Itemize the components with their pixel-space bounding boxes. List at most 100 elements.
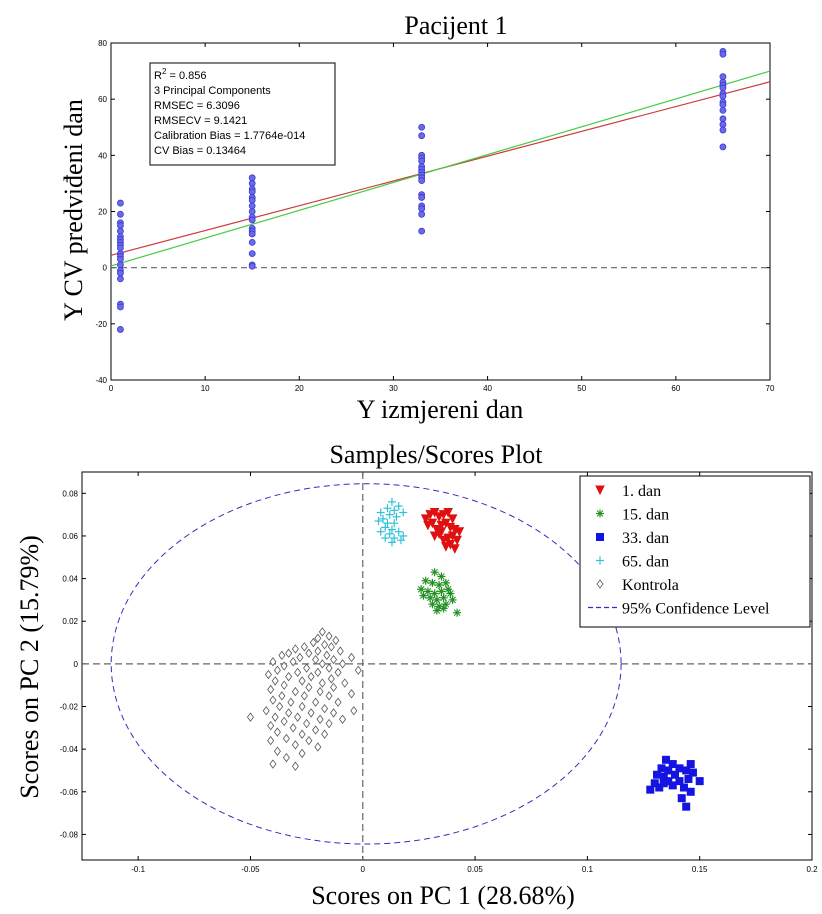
chart2-point-star [439,604,448,613]
chart2-point-diamond [305,682,313,692]
legend-label: Kontrola [622,577,679,594]
star-stroke [433,607,441,614]
chart2-point-triangle-down [427,518,438,529]
chart2-point-plus [374,517,383,526]
chart1-stats-box: R2 = 0.856 3 Principal Components RMSEC = … [149,62,336,166]
chart2-point-diamond [314,646,322,656]
scores-chart: Samples/Scores Plot -0.1 -0.05 0 0.05 0.1 0.1… [15,440,818,910]
chart2-point-square [659,779,668,788]
chart2-point-square [684,774,693,783]
chart1-data-point [719,50,727,58]
chart1-data-point [117,210,124,218]
chart2-point-diamond [264,669,272,680]
chart2-point-plus [385,510,394,519]
chart2-point-star [426,593,435,602]
chart2-point-diamond [318,659,326,669]
chart2-point-diamond [334,697,342,707]
chart2-point-diamond [271,712,279,722]
chart2-point-square [686,760,695,769]
chart1-data-point [117,199,124,207]
chart1-data-point [719,101,727,109]
chart2-point-triangle-down [452,535,462,546]
chart2-point-square [675,777,684,786]
chart2-point-diamond [267,684,275,695]
chart2-point-triangle-down [450,544,460,554]
chart2-point-diamond [269,657,277,667]
chart1-data-point [248,208,256,215]
star-stroke [435,581,443,589]
chart2-x-tick-label: 0.2 [806,865,818,874]
chart2-point-diamond [318,627,326,637]
star-stroke [431,568,438,576]
chart2-point-diamond [321,729,329,739]
chart1-fit-lines [110,70,771,267]
chart2-point-square [688,768,697,777]
chart2-point-star [432,606,441,615]
chart2-point-triangle-down [443,508,453,518]
chart2-point-square [695,777,704,786]
chart2-point-diamond [348,689,356,699]
chart1-data-point [418,205,426,213]
chart2-point-square [679,783,688,792]
chart2-point-diamond [325,718,333,729]
chart2-point-square [653,770,662,779]
chart1-x-tick-label: 40 [483,384,492,393]
chart2-point-diamond [267,735,275,746]
chart2-point-square [682,802,691,811]
chart2-point-diamond [271,676,279,686]
chart1-data-point [719,92,727,100]
chart2-point-diamond [339,714,347,724]
chart2-x-tick-label: -0.1 [131,865,145,874]
chart2-y-tick-label: 0.04 [62,575,78,584]
chart1-data-point [719,126,727,134]
chart1-stat-line: RMSECV = 9.1421 [154,115,247,127]
chart1-fit-line [110,70,771,267]
chart2-point-plus [396,536,405,545]
chart1-data-point [248,238,256,246]
chart2-point-diamond [289,723,297,733]
chart2-point-star [441,578,450,587]
chart2-point-diamond [291,686,299,697]
chart2-point-plus [381,523,390,532]
chart2-point-diamond [321,640,329,650]
chart2-point-plus [399,508,408,517]
chart1-stat-line: CV Bias = 0.13464 [154,145,246,157]
chart2-point-diamond [325,663,333,673]
chart2-point-square [655,783,664,792]
chart2-point-plus [390,534,399,543]
legend-marker-triangle-down [595,485,605,496]
chart2-point-triangle-down [436,527,447,537]
chart1-y-axis-label: Y CV predviđeni dan [59,99,88,321]
legend-marker-square [596,533,604,541]
chart1-y-tick-label: -40 [95,376,107,385]
chart1-axes: 0 10 20 30 40 50 60 70 80 60 40 20 0 -20 -40 [95,39,775,393]
chart1-data-point [418,157,426,165]
chart2-point-plus [392,512,401,521]
chart2-point-plus [394,502,403,511]
chart2-y-axis-label: Scores on PC 2 (15.79%) [15,535,44,799]
star-stroke [426,594,434,602]
chart1-data-point [719,115,727,123]
chart2-point-diamond [285,671,293,682]
chart1-y-tick-label: 40 [98,151,107,160]
legend-label: 15. dan [622,507,669,524]
chart1-y-tick-label: 0 [103,264,108,273]
chart2-point-square [668,781,677,790]
chart2-point-diamond [300,691,308,701]
chart2-point-diamond [350,706,358,716]
star-stroke [442,579,450,587]
star-stroke [440,594,447,602]
chart2-point-diamond [291,644,299,654]
chart1-data-point [248,196,256,204]
chart2-y-tick-label: 0 [74,660,79,669]
chart1-data-point [418,177,426,185]
chart2-point-square [650,779,659,788]
chart1-x-tick-label: 30 [389,384,398,393]
chart1-x-tick-label: 60 [671,384,680,393]
chart1-data-point [418,210,426,218]
chart2-point-diamond [291,740,299,750]
star-stroke [447,590,454,597]
chart1-data-point [248,180,256,187]
chart1-data-point [117,326,124,333]
chart1-data-point [117,227,124,235]
